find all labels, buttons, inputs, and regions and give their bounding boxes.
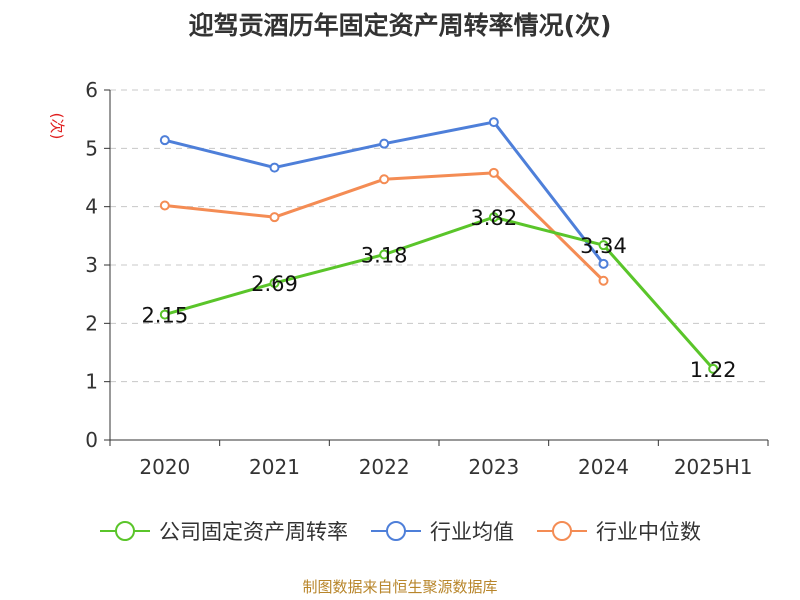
y-tick-label: 5: [85, 136, 98, 160]
x-tick-label: 2023: [468, 455, 519, 479]
data-label: 3.18: [361, 244, 408, 268]
y-tick-label: 4: [85, 195, 98, 219]
x-tick-label: 2024: [578, 455, 629, 479]
y-axis-title: (次): [48, 113, 66, 140]
data-label: 2.69: [251, 272, 298, 296]
data-source-note: 制图数据来自恒生聚源数据库: [302, 578, 498, 596]
data-point: [269, 278, 280, 289]
chart-legend: 公司固定资产周转率 行业均值 行业中位数: [0, 516, 800, 546]
legend-item: 行业中位数: [536, 516, 701, 546]
data-label: 3.82: [470, 206, 517, 230]
data-point: [379, 174, 390, 185]
y-tick-label: 0: [85, 428, 98, 452]
data-label: 2.15: [141, 304, 188, 328]
data-point: [488, 167, 499, 178]
y-tick-label: 1: [85, 370, 98, 394]
legend-line-marker-icon: [537, 521, 587, 541]
legend-item: 公司固定资产周转率: [99, 516, 348, 546]
data-point: [379, 249, 390, 260]
data-point: [269, 162, 280, 173]
legend-line-marker-icon: [371, 521, 421, 541]
data-point: [159, 200, 170, 211]
data-point: [708, 363, 719, 374]
data-point: [269, 212, 280, 223]
legend-label: 公司固定资产周转率: [159, 520, 348, 544]
legend-label: 行业均值: [430, 520, 514, 544]
series-line: [164, 215, 715, 370]
data-point: [598, 258, 609, 269]
y-tick-label: 6: [85, 78, 98, 102]
data-label: 1.22: [690, 358, 737, 382]
data-point: [379, 138, 390, 149]
x-tick-label: 2025H1: [674, 455, 753, 479]
data-point: [598, 240, 609, 251]
legend-item: 行业均值: [370, 516, 514, 546]
data-point: [159, 309, 170, 320]
y-tick-label: 3: [85, 253, 98, 277]
data-point: [488, 212, 499, 223]
legend-line-marker-icon: [100, 521, 150, 541]
chart-title: 迎驾贡酒历年固定资产周转率情况(次): [188, 11, 612, 40]
x-tick-label: 2021: [249, 455, 300, 479]
data-point: [488, 117, 499, 128]
data-point: [159, 135, 170, 146]
data-label: 3.34: [580, 234, 627, 258]
legend-label: 行业中位数: [596, 520, 701, 544]
y-tick-label: 2: [85, 311, 98, 335]
data-point: [598, 275, 609, 286]
x-tick-label: 2022: [359, 455, 410, 479]
x-tick-label: 2020: [139, 455, 190, 479]
